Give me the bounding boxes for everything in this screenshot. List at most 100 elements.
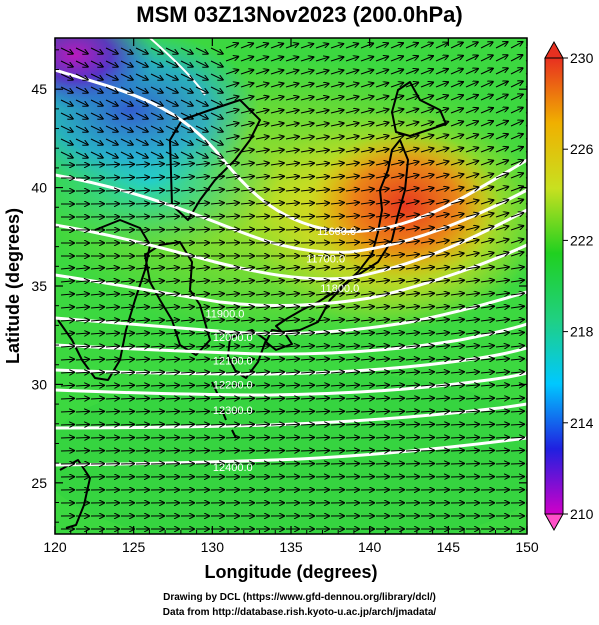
wind-arrow [120,73,133,80]
wind-arrow [330,242,344,243]
wind-arrow [195,281,209,282]
wind-arrow [240,267,254,269]
wind-arrow [75,281,89,282]
wind-arrow [330,110,344,113]
wind-arrow [330,451,344,452]
wind-arrow [345,280,359,282]
wind-arrow [345,359,359,360]
wind-arrow [180,451,194,452]
wind-arrow [195,176,209,178]
wind-arrow [75,125,88,132]
wind-arrow [375,307,389,309]
wind-arrow [405,201,419,204]
wind-arrow [525,346,527,348]
wind-arrow [390,83,403,88]
wind-arrow [405,122,418,127]
wind-arrow [195,385,209,386]
wind-arrow [165,151,178,158]
wind-arrow [300,280,314,282]
wind-arrow [60,151,73,158]
wind-arrow [345,333,359,334]
wind-arrow [420,293,434,295]
wind-arrow [75,333,89,334]
wind-arrow [90,60,103,67]
wind-arrow [300,176,314,178]
wind-vectors [60,42,527,529]
wind-arrow [495,293,509,295]
wind-arrow [390,136,404,139]
wind-arrow [360,424,374,425]
wind-arrow [60,125,73,132]
wind-arrow [375,372,389,373]
wind-arrow [345,346,359,347]
wind-arrow [150,73,163,80]
wind-arrow [300,70,314,74]
wind-arrow [510,372,524,373]
wind-arrow [210,451,224,452]
wind-arrow [405,96,418,101]
wind-arrow [450,424,464,425]
map-figure: 11600.0 11700.0 11800.0 11900.0 12000.0 12100… [3,37,594,582]
wind-arrow [270,398,284,399]
wind-arrow [180,177,194,178]
wind-arrow [420,148,434,152]
wind-arrow [465,346,479,347]
wind-arrow [435,240,449,243]
wind-arrow [225,437,239,438]
wind-arrow [240,176,254,178]
wind-arrow [495,42,508,49]
wind-arrow [345,229,359,230]
wind-arrow [285,150,299,152]
wind-arrow [180,230,194,231]
wind-arrow [270,97,284,100]
wind-arrow [390,149,404,152]
wind-arrow [270,216,284,217]
wind-arrow [225,150,239,152]
wind-arrow [195,73,208,80]
wind-arrow [285,229,299,230]
wind-arrow [300,346,314,347]
wind-arrow [510,293,524,295]
wind-arrow [255,110,269,113]
wind-arrow [75,86,88,93]
wind-arrow [375,43,388,49]
wind-arrow [390,175,404,178]
wind-arrow [420,411,434,412]
contour-label: 12000.0 [213,332,253,344]
wind-arrow [240,97,254,101]
wind-arrow [285,176,299,178]
wind-arrow [210,138,223,145]
wind-arrow [345,70,358,75]
wind-arrow [435,214,449,217]
wind-arrow [360,162,374,165]
wind-arrow [405,320,419,322]
wind-arrow [435,372,449,373]
wind-arrow [375,242,389,244]
wind-arrow [120,86,133,93]
wind-arrow [180,86,193,93]
wind-arrow [495,280,509,282]
map-title: MSM 03Z13Nov2023 (200.0hPa) [136,2,463,27]
wind-arrow [165,294,179,295]
wind-arrow [225,398,239,399]
wind-arrow [495,213,508,218]
credits: Drawing by DCL (https://www.gfd-dennou.o… [0,590,599,620]
wind-arrow [495,306,509,308]
wind-arrow [315,280,329,282]
wind-arrow [75,359,89,360]
wind-arrow [330,189,344,191]
wind-arrow [450,280,464,282]
wind-arrow [315,97,329,100]
wind-arrow [315,320,329,321]
wind-arrow [150,151,163,158]
wind-arrow [90,268,104,269]
wind-arrow [120,112,133,119]
wind-arrow [465,372,479,373]
wind-arrow [495,359,509,360]
wind-arrow [375,437,389,438]
wind-arrow [465,95,478,101]
wind-arrow [360,70,373,75]
x-tick-label: 120 [43,539,67,555]
wind-arrow [210,163,224,165]
wind-arrow [225,294,239,295]
